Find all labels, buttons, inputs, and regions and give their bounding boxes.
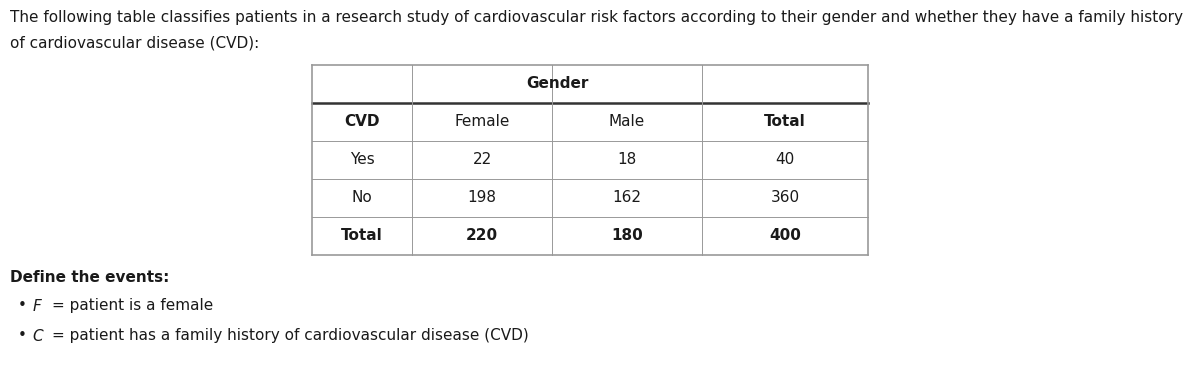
Text: Female: Female xyxy=(455,115,510,130)
Text: 40: 40 xyxy=(775,152,794,168)
Text: $C$: $C$ xyxy=(32,328,44,344)
Text: 22: 22 xyxy=(473,152,492,168)
Text: $F$: $F$ xyxy=(32,298,43,314)
Text: •: • xyxy=(18,328,26,343)
Text: •: • xyxy=(18,298,26,313)
Text: Total: Total xyxy=(764,115,806,130)
Text: 360: 360 xyxy=(770,190,799,205)
Text: 198: 198 xyxy=(468,190,497,205)
Text: Yes: Yes xyxy=(349,152,374,168)
Text: = patient is a female: = patient is a female xyxy=(52,298,214,313)
Text: 220: 220 xyxy=(466,229,498,243)
Text: 162: 162 xyxy=(612,190,642,205)
Text: 180: 180 xyxy=(611,229,643,243)
Text: 18: 18 xyxy=(617,152,637,168)
Text: Gender: Gender xyxy=(526,77,588,91)
Text: 400: 400 xyxy=(769,229,800,243)
Text: CVD: CVD xyxy=(344,115,379,130)
Text: = patient has a family history of cardiovascular disease (CVD): = patient has a family history of cardio… xyxy=(52,328,529,343)
Text: of cardiovascular disease (CVD):: of cardiovascular disease (CVD): xyxy=(10,35,259,50)
Text: Male: Male xyxy=(608,115,646,130)
Text: Define the events:: Define the events: xyxy=(10,270,169,285)
Text: Total: Total xyxy=(341,229,383,243)
Text: The following table classifies patients in a research study of cardiovascular ri: The following table classifies patients … xyxy=(10,10,1183,25)
Text: No: No xyxy=(352,190,372,205)
